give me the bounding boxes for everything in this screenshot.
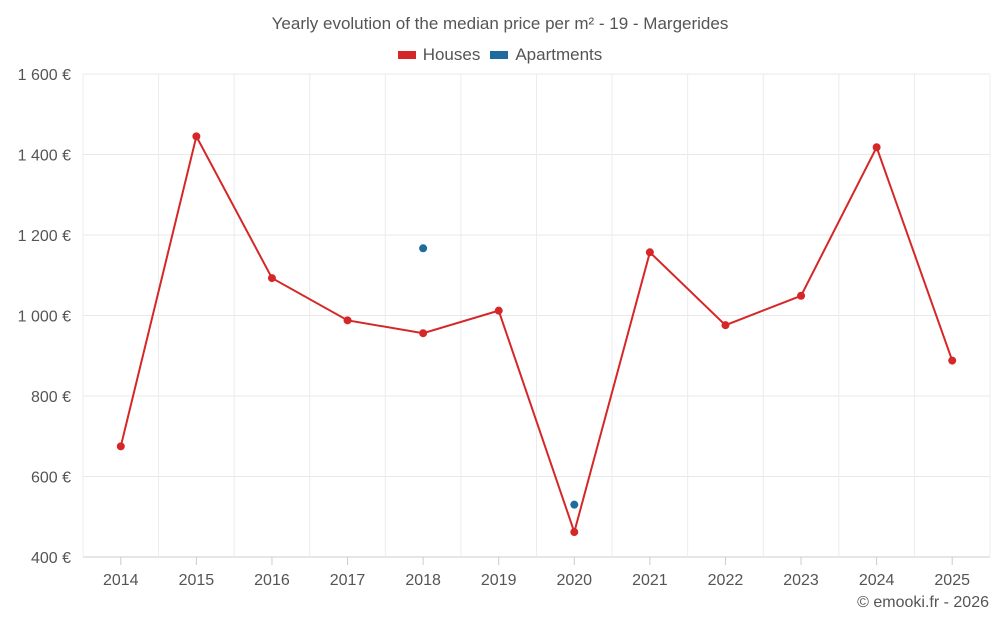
data-point-houses <box>343 316 352 325</box>
y-tick-label: 600 € <box>31 470 71 487</box>
x-tick-label: 2020 <box>556 572 592 589</box>
data-point-houses <box>192 132 201 141</box>
chart-legend: Houses Apartments <box>0 45 1000 65</box>
y-tick-label: 400 € <box>31 550 71 567</box>
x-tick-label: 2016 <box>254 572 290 589</box>
legend-item-apartments[interactable]: Apartments <box>490 45 602 65</box>
x-tick-label: 2024 <box>859 572 895 589</box>
legend-label-apartments: Apartments <box>515 45 603 64</box>
data-point-houses <box>721 321 730 330</box>
y-tick-label: 1 000 € <box>18 309 71 326</box>
legend-swatch-houses <box>397 51 416 59</box>
y-tick-label: 800 € <box>31 389 71 406</box>
data-point-houses <box>116 442 125 451</box>
data-point-houses <box>570 528 579 537</box>
x-tick-label: 2019 <box>481 572 517 589</box>
x-tick-label: 2022 <box>708 572 744 589</box>
x-tick-label: 2018 <box>405 572 441 589</box>
y-tick-label: 1 200 € <box>18 228 71 245</box>
legend-item-houses[interactable]: Houses <box>397 45 481 65</box>
series-line-houses <box>119 133 954 536</box>
y-tick-label: 1 400 € <box>18 148 71 165</box>
x-tick-label: 2014 <box>103 572 139 589</box>
data-point-houses <box>948 356 957 365</box>
x-tick-label: 2015 <box>179 572 215 589</box>
data-point-houses <box>267 274 276 283</box>
data-point-houses <box>419 329 428 338</box>
y-tick-label: 1 600 € <box>18 67 71 84</box>
data-point-apartments <box>419 244 428 253</box>
x-tick-label: 2023 <box>783 572 819 589</box>
credit-text: © emooki.fr - 2026 <box>857 594 989 611</box>
data-point-apartments <box>570 500 579 509</box>
legend-swatch-apartments <box>490 51 509 59</box>
x-tick-label: 2021 <box>632 572 668 589</box>
x-tick-label: 2017 <box>330 572 366 589</box>
data-point-houses <box>494 306 503 315</box>
chart-title: Yearly evolution of the median price per… <box>271 14 729 33</box>
x-tick-label: 2025 <box>934 572 970 589</box>
legend-label-houses: Houses <box>422 45 481 64</box>
data-point-houses <box>645 248 654 257</box>
data-point-houses <box>872 143 881 152</box>
data-point-houses <box>797 291 806 300</box>
